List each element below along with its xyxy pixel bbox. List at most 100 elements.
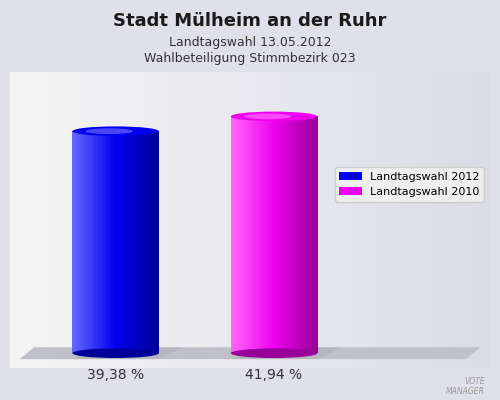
Bar — [264, 116, 266, 353]
Bar — [92, 131, 94, 353]
Bar — [101, 131, 103, 353]
Bar — [76, 131, 78, 353]
Bar — [142, 131, 144, 353]
Bar — [90, 131, 92, 353]
Bar — [278, 116, 280, 353]
Bar — [74, 131, 76, 353]
Ellipse shape — [231, 112, 317, 121]
Bar — [100, 131, 102, 353]
Bar — [144, 131, 146, 353]
Bar — [120, 131, 122, 353]
Bar — [72, 131, 74, 353]
Bar — [312, 116, 314, 353]
Bar — [156, 131, 158, 353]
Bar — [148, 131, 150, 353]
Bar — [152, 131, 154, 353]
Bar — [267, 116, 268, 353]
Text: Landtagswahl 13.05.2012: Landtagswahl 13.05.2012 — [169, 36, 331, 49]
Bar — [240, 116, 242, 353]
Bar — [270, 116, 272, 353]
Bar — [276, 116, 278, 353]
Bar — [274, 116, 276, 353]
Bar — [81, 131, 83, 353]
Bar — [112, 131, 114, 353]
Bar — [118, 131, 120, 353]
Bar — [260, 116, 262, 353]
Bar — [158, 131, 160, 353]
Text: Wahlbeteiligung Stimmbezirk 023: Wahlbeteiligung Stimmbezirk 023 — [144, 52, 356, 65]
Bar — [258, 116, 260, 353]
Bar — [96, 131, 98, 353]
Bar — [256, 116, 258, 353]
Bar — [268, 116, 270, 353]
Bar — [303, 116, 304, 353]
Bar — [286, 116, 288, 353]
Bar — [292, 116, 293, 353]
Bar — [128, 131, 130, 353]
Bar — [287, 116, 289, 353]
Text: 39,38 %: 39,38 % — [87, 368, 144, 382]
Bar — [248, 116, 250, 353]
Text: VOTE
MANAGER: VOTE MANAGER — [446, 377, 485, 396]
Bar — [308, 116, 310, 353]
Bar — [272, 116, 274, 353]
Bar — [132, 131, 134, 353]
Bar — [234, 116, 235, 353]
Bar — [282, 116, 284, 353]
Bar — [107, 131, 109, 353]
Bar — [122, 131, 124, 353]
Ellipse shape — [244, 114, 292, 119]
Bar — [116, 131, 117, 353]
Ellipse shape — [86, 128, 133, 134]
Bar — [80, 131, 82, 353]
Bar — [302, 116, 304, 353]
Bar — [262, 116, 264, 353]
Bar — [112, 131, 113, 353]
Bar — [314, 116, 316, 353]
Bar — [242, 116, 244, 353]
Bar — [102, 131, 104, 353]
Bar — [153, 131, 155, 353]
Bar — [235, 116, 237, 353]
Polygon shape — [72, 347, 183, 359]
Bar — [97, 131, 99, 353]
Bar — [297, 116, 299, 353]
Bar — [110, 131, 112, 353]
Ellipse shape — [72, 348, 159, 358]
Bar — [307, 116, 309, 353]
Bar — [104, 131, 106, 353]
Bar — [252, 116, 254, 353]
Bar — [87, 131, 88, 353]
Bar — [124, 131, 126, 353]
Bar — [256, 116, 257, 353]
Bar — [88, 131, 90, 353]
Bar — [280, 116, 281, 353]
Bar — [261, 116, 263, 353]
Bar — [126, 131, 128, 353]
Bar — [244, 116, 246, 353]
Bar — [300, 116, 302, 353]
Bar — [241, 116, 243, 353]
Bar — [306, 116, 308, 353]
Bar — [143, 131, 145, 353]
Bar — [146, 131, 148, 353]
Bar — [136, 131, 138, 353]
Bar — [298, 116, 300, 353]
Bar — [114, 131, 116, 353]
Bar — [91, 131, 93, 353]
Ellipse shape — [231, 348, 317, 358]
Bar — [133, 131, 135, 353]
Bar — [86, 131, 87, 353]
Bar — [106, 131, 108, 353]
Polygon shape — [231, 347, 341, 359]
Bar — [266, 116, 268, 353]
Bar — [245, 116, 247, 353]
Bar — [76, 131, 77, 353]
Bar — [98, 131, 100, 353]
Bar — [232, 116, 234, 353]
Bar — [123, 131, 124, 353]
Bar — [238, 116, 240, 353]
Bar — [290, 116, 292, 353]
Text: Stadt Mülheim an der Ruhr: Stadt Mülheim an der Ruhr — [114, 12, 386, 30]
Bar — [288, 116, 290, 353]
